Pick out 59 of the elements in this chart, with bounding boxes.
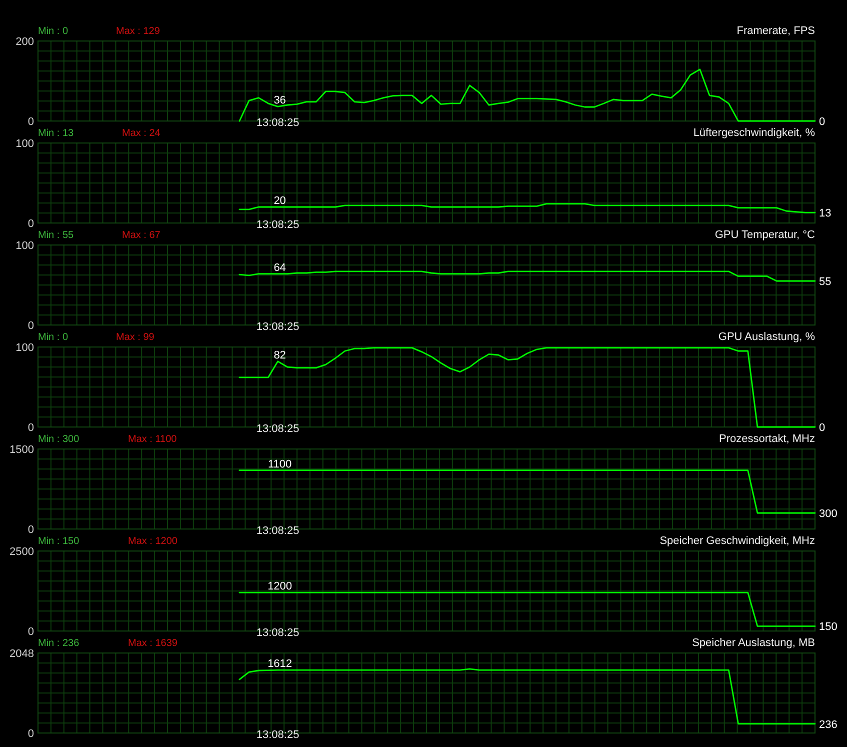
chart-title: GPU Temperatur, °C	[714, 229, 816, 241]
y-tick-label: 100	[16, 138, 34, 150]
text: Max : 67	[122, 230, 161, 241]
annotation: 13:08:25	[256, 729, 300, 741]
data-label: 1100	[268, 458, 292, 470]
text: Max : 99	[116, 332, 155, 343]
chart-title: GPU Auslastung, %	[718, 331, 816, 343]
text: Min : 13	[38, 128, 74, 139]
annotation: 13:08:25	[256, 117, 300, 129]
y-tick-label: 0	[28, 320, 34, 332]
text: Min : 236	[38, 638, 80, 649]
text: Max : 1100	[128, 434, 178, 445]
data-label: 150	[819, 621, 838, 634]
data-label: 64	[274, 262, 286, 274]
y-tick-label: 2500	[10, 546, 34, 558]
data-label: 0	[819, 422, 826, 434]
annotation: 13:08:25	[256, 219, 300, 231]
text: Max : 1639	[128, 638, 178, 649]
data-label: 1200	[268, 580, 292, 593]
y-tick-label: 100	[16, 342, 34, 354]
y-tick-label: 2048	[10, 648, 34, 660]
y-tick-label: 0	[28, 728, 34, 740]
y-tick-label: 0	[28, 116, 34, 128]
annotation: 13:08:25	[256, 525, 300, 537]
chart-title: Framerate, FPS	[736, 25, 815, 37]
data-label: 20	[274, 195, 286, 207]
annotation: 13:08:25	[256, 627, 300, 639]
chart-title: Speicher Geschwindigkeit, MHz	[660, 535, 815, 547]
annotation: 13:08:25	[256, 423, 300, 435]
chart-title: Lüftergeschwindigkeit, %	[693, 127, 816, 139]
data-label: 82	[274, 349, 286, 362]
text: Min : 0	[38, 26, 68, 37]
text: Max : 24	[122, 128, 161, 139]
y-tick-label: 100	[16, 240, 34, 252]
y-tick-label: 0	[28, 626, 34, 638]
data-label: 0	[819, 116, 826, 128]
data-label: 13	[819, 208, 832, 220]
text: Max : 1200	[128, 536, 178, 547]
data-label: 36	[274, 94, 286, 107]
chart-title: Speicher Auslastung, MB	[692, 637, 815, 649]
line-series	[238, 203, 816, 214]
data-label: 1612	[268, 658, 292, 670]
line-series	[238, 270, 816, 282]
data-label: 300	[819, 508, 838, 520]
data-label: 55	[819, 276, 832, 288]
y-tick-label: 0	[28, 422, 34, 434]
text: Min : 55	[38, 230, 74, 241]
y-tick-label: 0	[28, 218, 34, 230]
text: Max : 129	[116, 26, 160, 37]
y-tick-label: 200	[16, 36, 34, 48]
y-tick-label: 0	[28, 524, 34, 536]
annotation: 13:08:25	[256, 321, 300, 333]
chart-title: Prozessortakt, MHz	[719, 433, 815, 445]
data-label: 236	[819, 718, 838, 731]
text: Min : 150	[38, 536, 80, 547]
y-tick-label: 1500	[10, 444, 34, 456]
line-series	[238, 668, 816, 724]
text: Min : 300	[38, 434, 80, 445]
text: Min : 0	[38, 332, 68, 343]
